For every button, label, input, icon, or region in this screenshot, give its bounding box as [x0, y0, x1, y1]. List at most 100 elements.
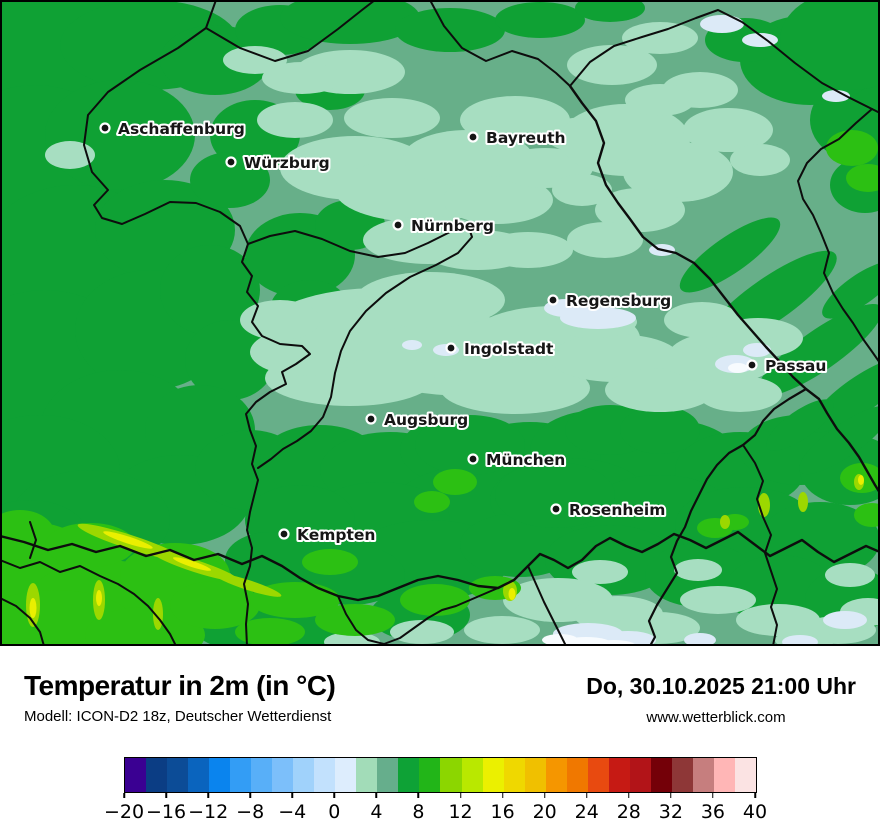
colorbar-segment: [566, 758, 588, 792]
colorbar-segment: [335, 758, 357, 792]
colorbar-segment: [503, 758, 525, 792]
website-url: www.wetterblick.com: [646, 709, 786, 726]
colorbar-segment: [692, 758, 714, 792]
colorbar-tick: [585, 793, 588, 798]
city-label: München: [486, 451, 565, 469]
colorbar-tick: [123, 793, 125, 798]
colorbar-tick: [712, 793, 714, 798]
city-bayreuth: Bayreuth: [467, 127, 568, 149]
city-label: Kempten: [297, 526, 375, 544]
page-title: Temperatur in 2m (in °C): [24, 670, 336, 701]
city-marker: [365, 413, 377, 425]
city-label: Bayreuth: [486, 129, 566, 147]
city-nrnberg: Nürnberg: [392, 215, 496, 237]
colorbar-segment: [209, 758, 231, 792]
colorbar-tick-label: 4: [370, 801, 383, 823]
colorbar-tick-label: −4: [278, 801, 307, 823]
city-mnchen: München: [467, 449, 567, 471]
colorbar-tick: [207, 793, 209, 798]
border-passau-south: [647, 387, 808, 646]
border-sw-corner: [0, 597, 45, 646]
colorbar-segment: [398, 758, 420, 792]
colorbar-tick-label: 28: [616, 801, 641, 823]
colorbar-tick-label: 32: [658, 801, 683, 823]
colorbar-tick: [459, 793, 462, 798]
city-regensburg: Regensburg: [547, 290, 673, 312]
state-borders: [0, 0, 880, 646]
colorbar-tick: [417, 793, 420, 798]
colorbar-tick: [501, 793, 504, 798]
colorbar-segment: [125, 758, 147, 792]
border-tyrol-east: [527, 565, 567, 646]
colorbar-segment: [587, 758, 609, 792]
colorbar-tick-label: 12: [448, 801, 473, 823]
colorbar-segment: [608, 758, 630, 792]
colorbar-tick-label: 0: [328, 801, 341, 823]
colorbar: [124, 757, 757, 793]
border-north-east: [429, 0, 880, 114]
border-inn: [742, 444, 778, 646]
valid-datetime: Do, 30.10.2025 21:00 Uhr: [586, 673, 856, 699]
colorbar-segment: [461, 758, 483, 792]
city-augsburg: Augsburg: [365, 409, 470, 431]
city-label: Passau: [765, 357, 826, 375]
colorbar-tick-label: −12: [188, 801, 229, 823]
city-marker: [746, 359, 758, 371]
colorbar-tick: [543, 793, 546, 798]
colorbar-segment: [272, 758, 294, 792]
city-ingolstadt: Ingolstadt: [445, 338, 556, 360]
border-austria-east: [797, 108, 880, 364]
border-north-west: [205, 0, 376, 62]
colorbar-segment: [629, 758, 651, 792]
colorbar-segment: [440, 758, 462, 792]
colorbar-segment: [167, 758, 189, 792]
temperature-map: Aschaffenburg Würzburg Bayreuth Nürnberg Reg…: [0, 0, 880, 646]
colorbar-segment: [251, 758, 273, 792]
colorbar-segment: [188, 758, 210, 792]
border-vorarlberg: [0, 559, 177, 646]
border-austria-south: [0, 530, 880, 602]
city-marker: [550, 503, 562, 515]
colorbar-segment: [419, 758, 441, 792]
city-wrzburg: Würzburg: [225, 152, 332, 174]
border-franconia: [247, 224, 473, 469]
colorbar-segment: [377, 758, 399, 792]
city-label: Ingolstadt: [464, 340, 554, 358]
city-marker: [467, 131, 479, 143]
model-info: Modell: ICON-D2 18z, Deutscher Wetterdie…: [24, 708, 332, 725]
city-kempten: Kempten: [278, 524, 377, 546]
colorbar-tick: [754, 793, 756, 798]
city-label: Aschaffenburg: [118, 120, 245, 138]
colorbar-segment: [650, 758, 672, 792]
colorbar-tick-label: −20: [103, 801, 145, 823]
colorbar-tick-label: −8: [236, 801, 265, 823]
city-passau: Passau: [746, 355, 828, 377]
city-label: Würzburg: [244, 154, 330, 172]
city-label: Rosenheim: [569, 501, 665, 519]
colorbar-segment: [356, 758, 378, 792]
city-label: Nürnberg: [411, 217, 494, 235]
map-frame: [0, 0, 880, 646]
border-west: [83, 0, 311, 646]
colorbar-segment: [671, 758, 693, 792]
border-allgaeu-notch: [29, 521, 37, 559]
colorbar-tick-label: 36: [700, 801, 726, 823]
colorbar-tick: [670, 793, 672, 798]
colorbar-segment: [230, 758, 252, 792]
colorbar-tick-label: 24: [574, 801, 599, 823]
city-marker: [225, 156, 237, 168]
colorbar-tick-label: 40: [742, 801, 768, 823]
city-marker: [392, 219, 404, 231]
colorbar-segment: [524, 758, 546, 792]
city-marker: [278, 528, 290, 540]
city-marker: [467, 453, 479, 465]
regions-yellow: [29, 475, 864, 618]
colorbar-tick-label: 8: [412, 801, 425, 823]
colorbar-tick-label: 20: [532, 801, 557, 823]
city-marker: [445, 342, 457, 354]
city-label: Augsburg: [384, 411, 468, 429]
colorbar-segment: [293, 758, 315, 792]
border-czech: [568, 84, 880, 495]
city-marker: [547, 294, 559, 306]
